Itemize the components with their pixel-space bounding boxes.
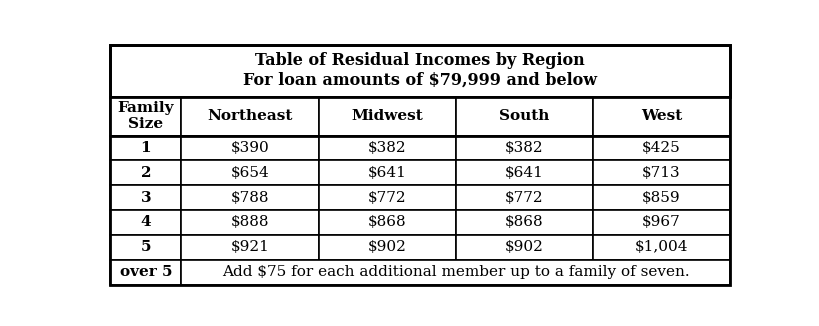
Bar: [181, 210, 318, 235]
Text: Northeast: Northeast: [207, 109, 292, 123]
Bar: [181, 160, 318, 185]
Bar: [110, 160, 181, 185]
Text: 4: 4: [140, 215, 151, 230]
Bar: [110, 185, 181, 210]
Bar: [455, 210, 592, 235]
Text: $425: $425: [641, 141, 680, 155]
Text: $772: $772: [505, 191, 543, 205]
Text: $390: $390: [230, 141, 269, 155]
Bar: [110, 235, 181, 260]
Text: $382: $382: [367, 141, 406, 155]
Text: $888: $888: [230, 215, 269, 230]
Text: $868: $868: [367, 215, 406, 230]
Text: $713: $713: [641, 166, 680, 180]
Bar: [110, 45, 730, 97]
Bar: [110, 260, 181, 285]
Text: $868: $868: [505, 215, 543, 230]
Bar: [455, 160, 592, 185]
Bar: [318, 210, 455, 235]
Text: $641: $641: [367, 166, 406, 180]
Text: over 5: over 5: [120, 265, 172, 279]
Text: Add $75 for each additional member up to a family of seven.: Add $75 for each additional member up to…: [222, 265, 689, 279]
Bar: [181, 97, 318, 136]
Bar: [592, 235, 730, 260]
Bar: [455, 235, 592, 260]
Text: 2: 2: [140, 166, 151, 180]
Bar: [181, 136, 318, 160]
Bar: [592, 136, 730, 160]
Bar: [455, 136, 592, 160]
Text: Table of Residual Incomes by Region
For loan amounts of $79,999 and below: Table of Residual Incomes by Region For …: [243, 52, 596, 89]
Bar: [318, 136, 455, 160]
Text: $859: $859: [641, 191, 680, 205]
Text: $902: $902: [504, 240, 543, 254]
Text: $921: $921: [230, 240, 269, 254]
Text: Family
Size: Family Size: [117, 101, 174, 131]
Bar: [592, 97, 730, 136]
Text: West: West: [640, 109, 681, 123]
Bar: [455, 97, 592, 136]
Text: 5: 5: [140, 240, 151, 254]
Bar: [455, 185, 592, 210]
Text: $641: $641: [504, 166, 543, 180]
Bar: [181, 185, 318, 210]
Text: $967: $967: [641, 215, 680, 230]
Bar: [110, 210, 181, 235]
Text: $788: $788: [230, 191, 269, 205]
Text: 1: 1: [140, 141, 151, 155]
Bar: [318, 160, 455, 185]
Bar: [592, 160, 730, 185]
Bar: [181, 260, 730, 285]
Text: $902: $902: [367, 240, 406, 254]
Text: $382: $382: [505, 141, 543, 155]
Text: $772: $772: [367, 191, 406, 205]
Bar: [110, 97, 181, 136]
Bar: [318, 185, 455, 210]
Bar: [110, 136, 181, 160]
Text: $1,004: $1,004: [634, 240, 687, 254]
Text: 3: 3: [140, 191, 151, 205]
Bar: [592, 210, 730, 235]
Text: $654: $654: [230, 166, 269, 180]
Bar: [592, 185, 730, 210]
Text: Midwest: Midwest: [351, 109, 423, 123]
Bar: [181, 235, 318, 260]
Bar: [318, 97, 455, 136]
Text: South: South: [498, 109, 549, 123]
Bar: [318, 235, 455, 260]
